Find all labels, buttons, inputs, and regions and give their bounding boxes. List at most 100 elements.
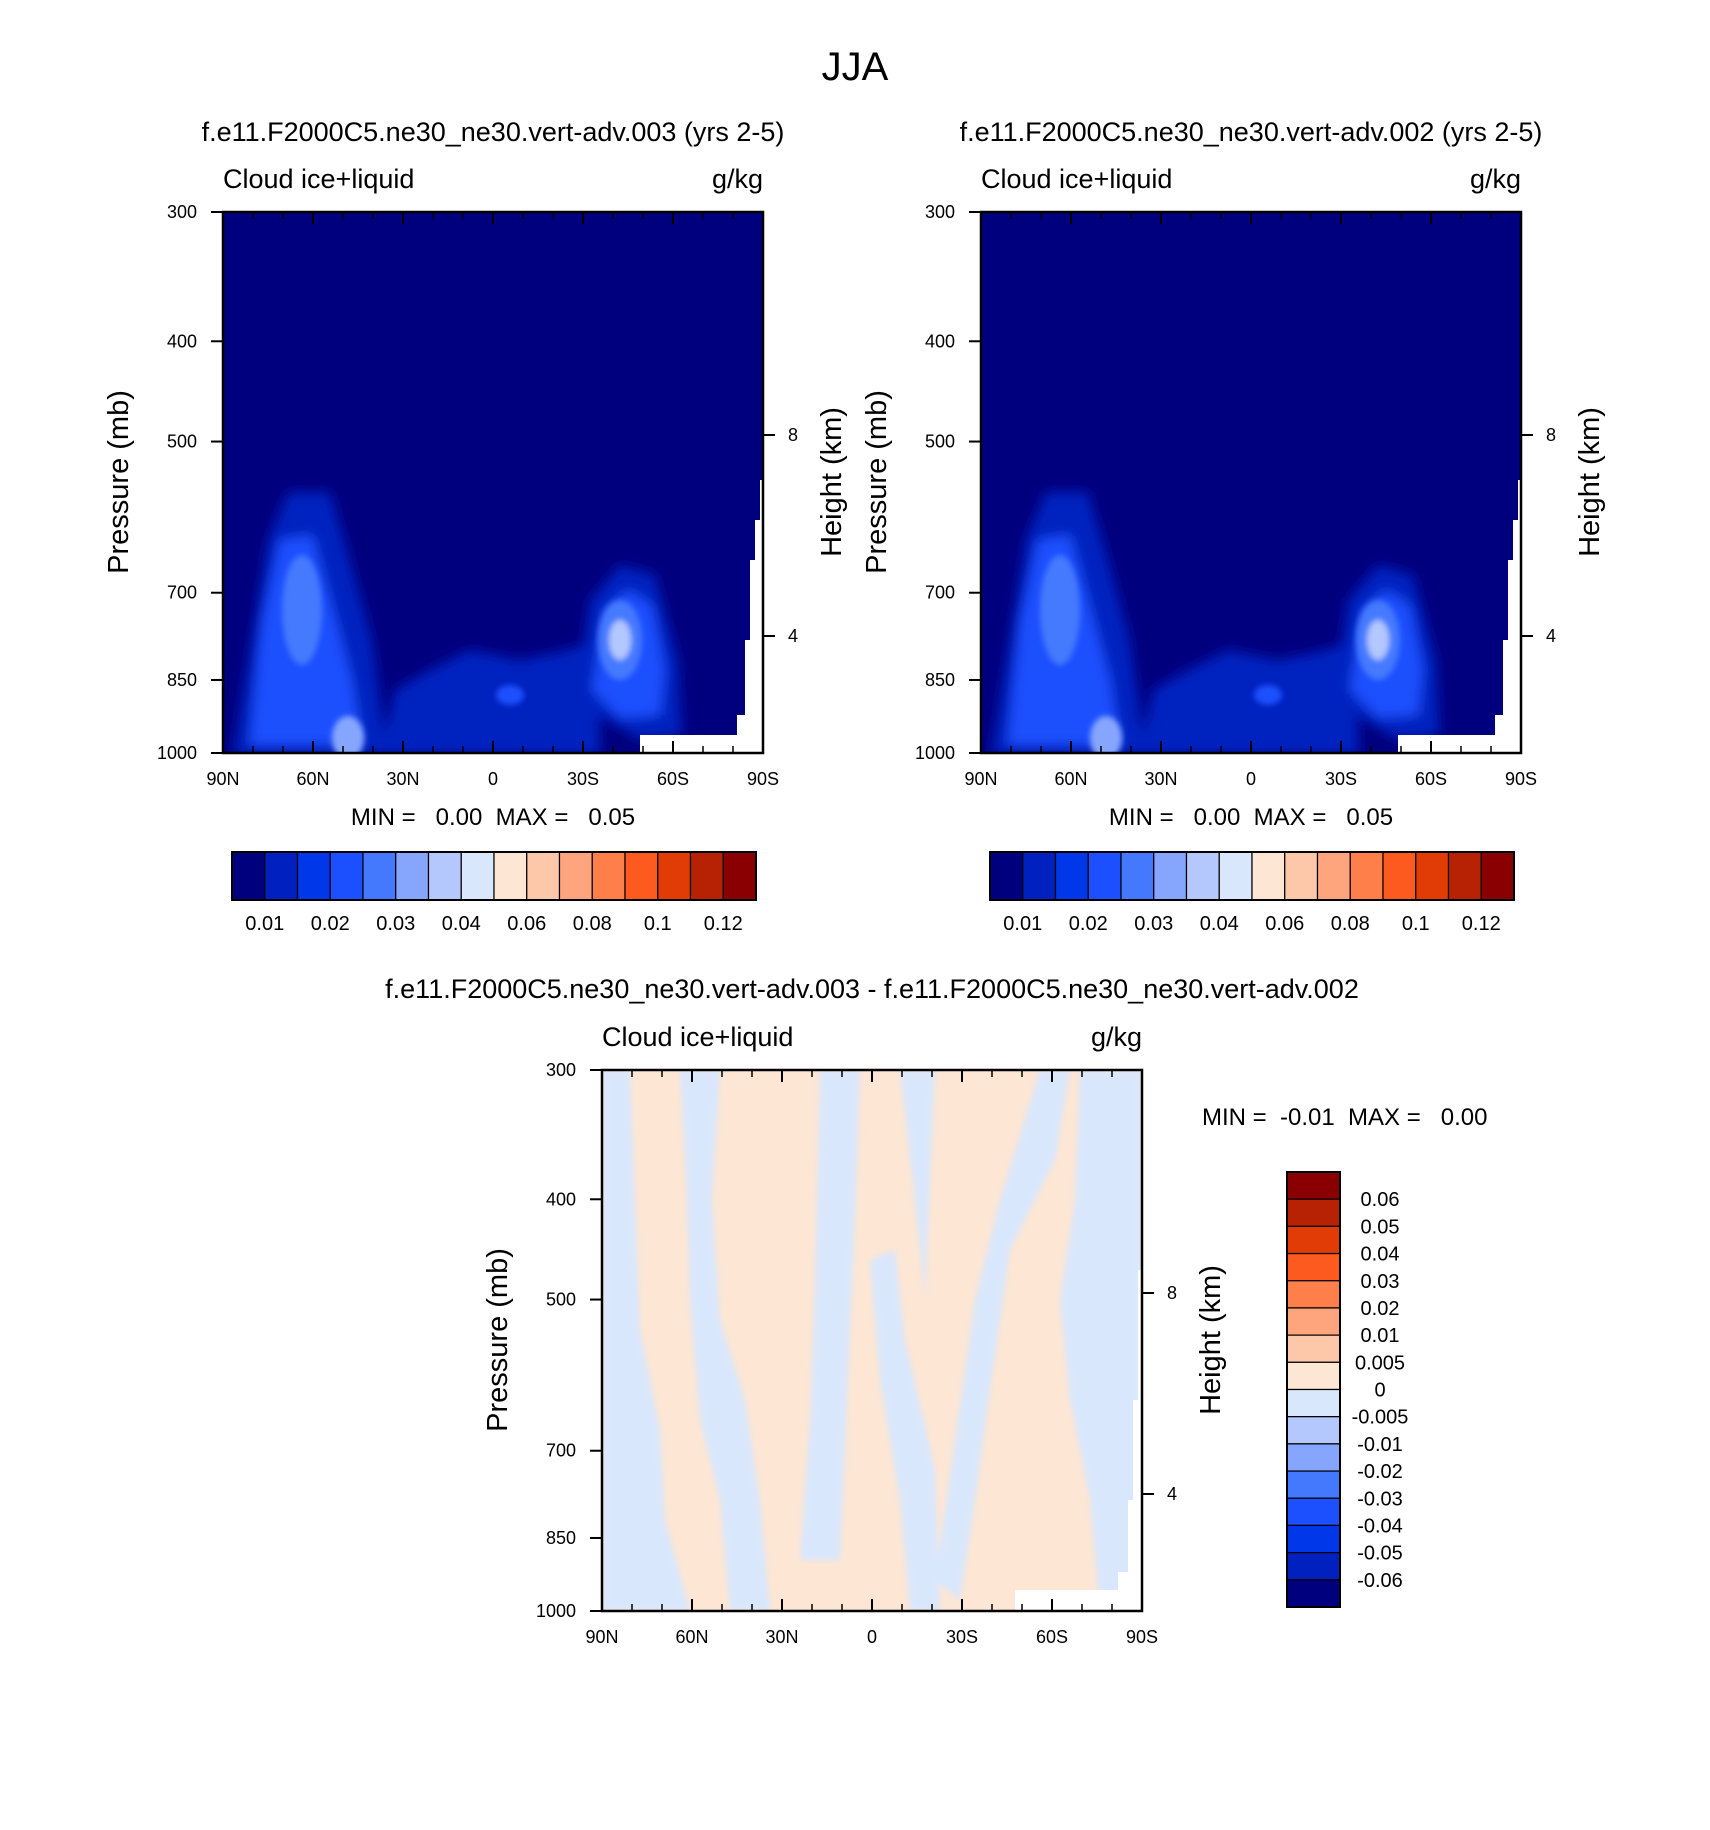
colorbar-label: 0.12 <box>704 913 743 935</box>
colorbar-swatch <box>657 851 692 901</box>
y-tick-label: 850 <box>925 670 955 690</box>
x-tick-label: 30N <box>765 1627 798 1647</box>
y-right-tick-label: 8 <box>788 425 798 445</box>
x-tick-label: 30N <box>386 769 419 789</box>
x-tick-label: 90N <box>964 769 997 789</box>
colorbar-label: -0.04 <box>1357 1515 1403 1537</box>
panel-3-negative-region-5 <box>900 1070 935 1300</box>
panel-3-positive-field <box>602 1070 1142 1611</box>
colorbar-swatch <box>1087 851 1122 901</box>
panel-1-variable-label: Cloud ice+liquid <box>223 164 414 194</box>
colorbar-swatch <box>1447 851 1482 901</box>
colorbar-swatch <box>1316 851 1351 901</box>
y-right-tick-label: 8 <box>1546 425 1556 445</box>
panel-1-mid-cloud-outer <box>380 640 600 753</box>
panel-3-negative-region-1 <box>602 1070 690 1611</box>
x-tick-label: 0 <box>488 769 498 789</box>
panel-1-stats: MIN = 0.00 MAX = 0.05 <box>351 804 635 831</box>
colorbar-swatch <box>989 851 1024 901</box>
colorbar-swatch <box>1286 1470 1341 1499</box>
panel-2-colorbar: 0.01 0.02 0.03 0.04 0.06 0.08 0.1 0.12 <box>989 851 1515 935</box>
figure-title: JJA <box>822 45 889 89</box>
colorbar-swatch <box>1286 1307 1341 1336</box>
x-tick-label: 60S <box>1415 769 1447 789</box>
colorbar-swatch <box>1382 851 1417 901</box>
colorbar-label: 0.02 <box>311 913 350 935</box>
x-tick-label: 30N <box>1144 769 1177 789</box>
colorbar-swatch <box>1185 851 1220 901</box>
panel-1-nh-cloud-core <box>282 555 322 665</box>
y-tick-label: 1000 <box>536 1601 576 1621</box>
panel-3-ylabel-right: Height (km) <box>1195 1265 1227 1415</box>
panel-2-nh-cloud-peak <box>1090 716 1122 753</box>
colorbar-swatch <box>526 851 561 901</box>
panel-3-title: f.e11.F2000C5.ne30_ne30.vert-adv.003 - f… <box>385 974 1359 1004</box>
colorbar-label: 0.04 <box>1200 913 1239 935</box>
y-tick-label: 300 <box>546 1060 576 1080</box>
x-tick-label: 90N <box>206 769 239 789</box>
colorbar-swatch <box>1284 851 1319 901</box>
colorbar-label: 0.04 <box>442 913 481 935</box>
panel-3-negative-region-7 <box>1060 1070 1142 1611</box>
colorbar-label: 0.01 <box>1361 1325 1400 1347</box>
panel-3-negative-region-6 <box>935 1070 1070 1600</box>
colorbar-swatch <box>1286 1552 1341 1581</box>
panel-2: f.e11.F2000C5.ne30_ne30.vert-adv.002 (yr… <box>861 117 1606 831</box>
panel-1-missing-data <box>640 480 763 753</box>
y-tick-label: 400 <box>546 1189 576 1209</box>
panel-2-axes: 90N 60N 30N 0 30S 60S 90S 300 400 500 700 850 1000 8 4 <box>915 202 1556 789</box>
x-tick-label: 0 <box>1246 769 1256 789</box>
colorbar-swatch <box>1286 1198 1341 1227</box>
colorbar-swatch <box>231 851 266 901</box>
colorbar-swatch <box>395 851 430 901</box>
colorbar-swatch <box>1120 851 1155 901</box>
colorbar-label: 0.01 <box>245 913 284 935</box>
panel-1-axes: 90N 60N 30N 0 30S 60S 90S 300 400 500 700 850 1000 8 4 <box>157 202 798 789</box>
y-tick-label: 300 <box>167 202 197 222</box>
panel-3-axes: 90N 60N 30N 0 30S 60S 90S 300 400 500 700 850 1000 8 4 <box>536 1060 1177 1647</box>
y-tick-label: 500 <box>167 432 197 452</box>
y-tick-label: 700 <box>546 1441 576 1461</box>
colorbar-swatch <box>624 851 659 901</box>
colorbar-frame <box>231 851 757 901</box>
panel-3-plot-area <box>602 1070 1142 1611</box>
y-tick-label: 850 <box>546 1528 576 1548</box>
colorbar-swatch <box>1286 1252 1341 1282</box>
colorbar-label: 0.03 <box>376 913 415 935</box>
panel-2-stats: MIN = 0.00 MAX = 0.05 <box>1109 804 1393 831</box>
y-tick-label: 500 <box>925 432 955 452</box>
colorbar-swatch <box>1286 1497 1341 1527</box>
x-tick-label: 60N <box>296 769 329 789</box>
panel-3-units-label: g/kg <box>1091 1022 1142 1052</box>
colorbar-frame <box>989 851 1515 901</box>
panel-2-ylabel: Pressure (mb) <box>861 390 893 574</box>
colorbar-swatch <box>1286 1334 1341 1363</box>
colorbar-swatch <box>1286 1416 1341 1445</box>
x-tick-label: 30S <box>567 769 599 789</box>
y-tick-label: 300 <box>925 202 955 222</box>
panel-2-plot-area <box>981 212 1521 753</box>
colorbar-label: 0.1 <box>1402 913 1430 935</box>
panel-3-negative-region-3 <box>800 1070 860 1560</box>
panel-2-ylabel-right: Height (km) <box>1574 407 1606 557</box>
panel-2-title: f.e11.F2000C5.ne30_ne30.vert-adv.002 (yr… <box>960 117 1543 147</box>
y-right-tick-label: 4 <box>1546 626 1556 646</box>
colorbar-label: -0.01 <box>1357 1434 1403 1456</box>
colorbar-label: 0.02 <box>1361 1298 1400 1320</box>
colorbar-swatch <box>460 851 495 901</box>
y-right-tick-label: 8 <box>1167 1283 1177 1303</box>
colorbar-label: 0.02 <box>1069 913 1108 935</box>
colorbar-label: -0.02 <box>1357 1461 1403 1483</box>
panel-3-negative-region-2 <box>680 1070 770 1611</box>
colorbar-swatch <box>689 851 724 901</box>
colorbar-label: 0.1 <box>644 913 672 935</box>
x-tick-label: 60S <box>1036 1627 1068 1647</box>
colorbar-label: 0.12 <box>1462 913 1501 935</box>
colorbar-label: 0.05 <box>1361 1216 1400 1238</box>
colorbar-label: 0.04 <box>1361 1244 1400 1266</box>
x-tick-label: 90S <box>1505 769 1537 789</box>
colorbar-swatch <box>1349 851 1384 901</box>
x-tick-label: 90S <box>747 769 779 789</box>
colorbar-frame <box>1286 1171 1341 1608</box>
